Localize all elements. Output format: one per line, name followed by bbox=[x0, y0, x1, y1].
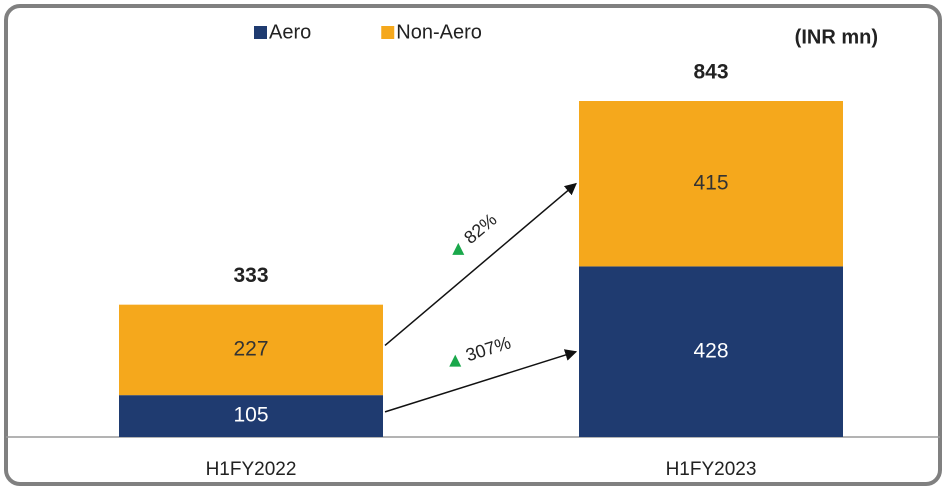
growth-marker bbox=[452, 242, 465, 255]
legend-swatch bbox=[254, 26, 267, 39]
x-tick-label: H1FY2023 bbox=[666, 459, 757, 480]
bar-segment bbox=[119, 395, 383, 437]
segment-label: 227 bbox=[233, 337, 268, 360]
total-label: 843 bbox=[693, 61, 728, 84]
growth-arrow bbox=[384, 182, 577, 346]
legend-swatch bbox=[381, 26, 395, 39]
growth-marker bbox=[449, 354, 462, 367]
growth-arrow bbox=[384, 349, 578, 413]
x-tick-label: H1FY2022 bbox=[206, 459, 297, 480]
bar-segment bbox=[119, 304, 383, 396]
total-label: 333 bbox=[233, 264, 268, 287]
legend-label: Aero bbox=[269, 21, 311, 43]
segment-label: 428 bbox=[693, 339, 728, 362]
legend-label: Non-Aero bbox=[396, 21, 482, 43]
bar-segment bbox=[579, 266, 843, 437]
segment-label: 105 bbox=[233, 404, 268, 427]
unit-label: (INR mn) bbox=[795, 26, 878, 48]
bar-segment bbox=[579, 101, 843, 267]
segment-label: 415 bbox=[693, 171, 728, 194]
